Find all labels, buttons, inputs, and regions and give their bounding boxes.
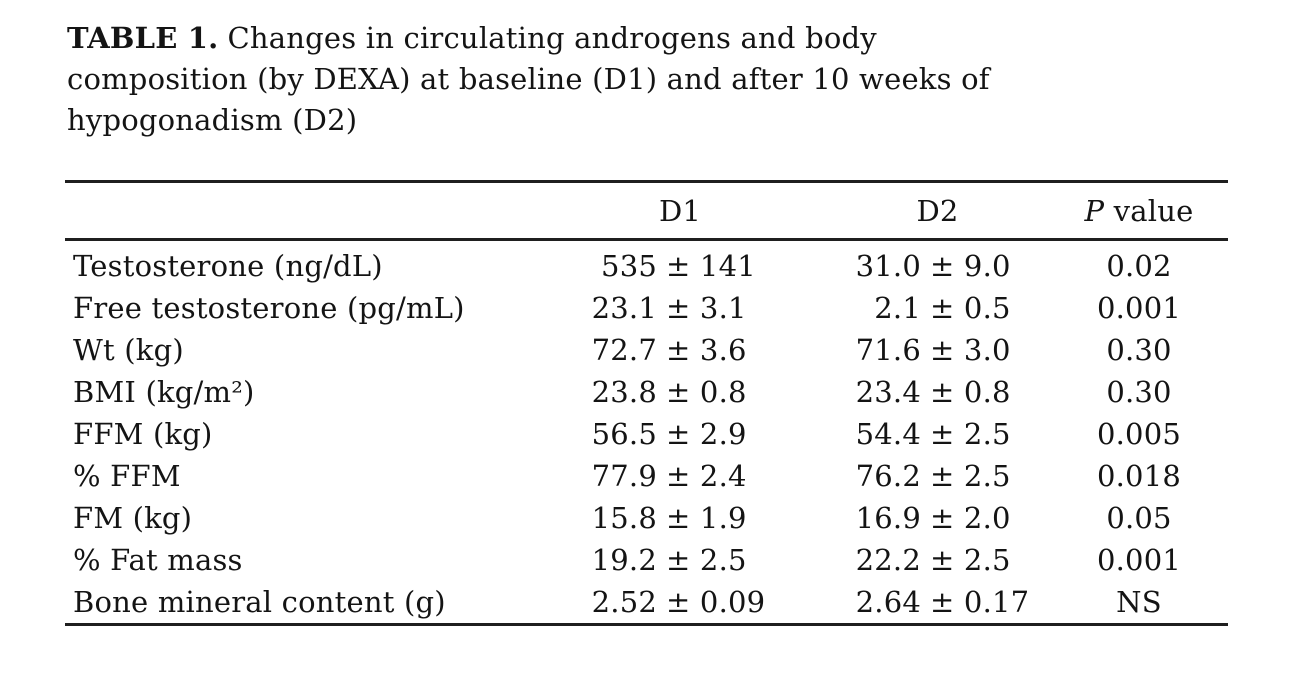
d2-value: 23.4 ± 0.8 <box>825 371 1050 413</box>
d1-sd: ± 0.8 <box>666 375 747 409</box>
d1-value: 23.8 ± 0.8 <box>535 371 825 413</box>
caption-line-1-text: Changes in circulating androgens and bod… <box>227 21 877 55</box>
table-row: Wt (kg) 72.7 ± 3.6 71.6 ± 3.0 0.30 <box>65 329 1228 371</box>
d1-value: 72.7 ± 3.6 <box>535 329 825 371</box>
row-label: Wt (kg) <box>73 333 184 367</box>
d1-value: 56.5 ± 2.9 <box>535 413 825 455</box>
d1-mean: 23.8 <box>591 375 657 409</box>
row-label: % FFM <box>73 459 181 493</box>
row-label: FFM (kg) <box>73 417 213 451</box>
table-row: Bone mineral content (g) 2.52 ± 0.09 2.64… <box>65 581 1228 626</box>
d1-mean: 23.1 <box>591 291 657 325</box>
d2-sd: ± 2.5 <box>930 417 1011 451</box>
header-p-value: P value <box>1050 181 1228 241</box>
d1-mean: 2.52 <box>591 585 657 619</box>
d2-sd: ± 3.0 <box>930 333 1011 367</box>
p-value: 0.30 <box>1106 333 1172 367</box>
row-label: % Fat mass <box>73 543 243 577</box>
d2-mean: 2.1 <box>874 291 921 325</box>
caption-line-3: hypogonadism (D2) <box>67 103 358 137</box>
d2-sd: ± 9.0 <box>930 249 1011 283</box>
d1-sd: ± 3.6 <box>666 333 747 367</box>
d1-mean: 56.5 <box>591 417 657 451</box>
d2-sd: ± 0.8 <box>930 375 1011 409</box>
d1-value: 2.52 ± 0.09 <box>535 581 825 626</box>
caption-line-1: TABLE 1. Changes in circulating androgens… <box>67 18 1207 59</box>
table-row: FFM (kg) 56.5 ± 2.9 54.4 ± 2.5 0.005 <box>65 413 1228 455</box>
header-row: D1 D2 P value <box>65 181 1228 241</box>
p-value: 0.001 <box>1096 291 1182 325</box>
d1-mean: 15.8 <box>591 501 657 535</box>
row-label: BMI (kg/m²) <box>73 375 255 409</box>
row-label: FM (kg) <box>73 501 193 535</box>
d2-value: 54.4 ± 2.5 <box>825 413 1050 455</box>
d1-sd: ± 2.9 <box>666 417 747 451</box>
d2-mean: 54.4 <box>855 417 921 451</box>
d1-sd: ± 2.4 <box>666 459 747 493</box>
table-body: Testosterone (ng/dL) 535 ± 141 31.0 ± 9.0 … <box>65 240 1228 626</box>
data-table: D1 D2 P value Testosterone (ng/dL) 535 ± … <box>65 180 1228 626</box>
d2-mean: 16.9 <box>855 501 921 535</box>
p-value: 0.005 <box>1096 417 1182 451</box>
p-value: 0.05 <box>1106 501 1172 535</box>
table-header: D1 D2 P value <box>65 181 1228 241</box>
d1-value: 535 ± 141 <box>535 240 825 288</box>
header-p-italic: P <box>1084 193 1105 228</box>
table-row: Testosterone (ng/dL) 535 ± 141 31.0 ± 9.0 … <box>65 240 1228 288</box>
d2-value: 31.0 ± 9.0 <box>825 240 1050 288</box>
table-row: % FFM 77.9 ± 2.4 76.2 ± 2.5 0.018 <box>65 455 1228 497</box>
d1-mean: 72.7 <box>591 333 657 367</box>
d2-value: 2.1 ± 0.5 <box>825 287 1050 329</box>
caption-table-number: TABLE 1. <box>67 21 219 55</box>
d2-value: 71.6 ± 3.0 <box>825 329 1050 371</box>
d2-sd: ± 0.5 <box>930 291 1011 325</box>
table-row: BMI (kg/m²) 23.8 ± 0.8 23.4 ± 0.8 0.30 <box>65 371 1228 413</box>
d1-mean: 535 <box>601 249 657 283</box>
p-value: 0.018 <box>1096 459 1182 493</box>
header-label-column <box>65 181 535 241</box>
d1-value: 23.1 ± 3.1 <box>535 287 825 329</box>
d2-sd: ± 2.5 <box>930 543 1011 577</box>
d2-sd: ± 2.5 <box>930 459 1011 493</box>
d2-sd: ± 0.17 <box>930 585 1030 619</box>
d1-mean: 19.2 <box>591 543 657 577</box>
p-value: 0.001 <box>1096 543 1182 577</box>
d2-mean: 31.0 <box>855 249 921 283</box>
header-d2: D2 <box>825 181 1050 241</box>
header-p-rest: value <box>1104 193 1194 228</box>
d1-value: 15.8 ± 1.9 <box>535 497 825 539</box>
d2-mean: 2.64 <box>855 585 921 619</box>
table-row: FM (kg) 15.8 ± 1.9 16.9 ± 2.0 0.05 <box>65 497 1228 539</box>
d1-sd: ± 1.9 <box>666 501 747 535</box>
row-label: Testosterone (ng/dL) <box>73 249 383 283</box>
table-row: Free testosterone (pg/mL) 23.1 ± 3.1 2.1 ±… <box>65 287 1228 329</box>
d1-mean: 77.9 <box>591 459 657 493</box>
caption-line-2: composition (by DEXA) at baseline (D1) a… <box>67 62 990 96</box>
p-value: NS <box>1050 581 1228 626</box>
d2-mean: 23.4 <box>855 375 921 409</box>
d1-value: 19.2 ± 2.5 <box>535 539 825 581</box>
row-label: Free testosterone (pg/mL) <box>73 291 465 325</box>
table-caption: TABLE 1. Changes in circulating androgens… <box>67 18 1207 141</box>
d2-sd: ± 2.0 <box>930 501 1011 535</box>
d2-value: 22.2 ± 2.5 <box>825 539 1050 581</box>
d1-value: 77.9 ± 2.4 <box>535 455 825 497</box>
d2-mean: 71.6 <box>855 333 921 367</box>
d2-value: 2.64 ± 0.17 <box>825 581 1050 626</box>
d2-mean: 22.2 <box>855 543 921 577</box>
header-d1: D1 <box>535 181 825 241</box>
d2-value: 16.9 ± 2.0 <box>825 497 1050 539</box>
d1-sd: ± 3.1 <box>666 291 747 325</box>
p-value: 0.02 <box>1106 249 1172 283</box>
d1-sd: ± 141 <box>666 249 756 283</box>
p-value: 0.30 <box>1106 375 1172 409</box>
d1-sd: ± 0.09 <box>666 585 766 619</box>
d2-mean: 76.2 <box>855 459 921 493</box>
table-row: % Fat mass 19.2 ± 2.5 22.2 ± 2.5 0.001 <box>65 539 1228 581</box>
row-label: Bone mineral content (g) <box>65 581 535 626</box>
d2-value: 76.2 ± 2.5 <box>825 455 1050 497</box>
d1-sd: ± 2.5 <box>666 543 747 577</box>
